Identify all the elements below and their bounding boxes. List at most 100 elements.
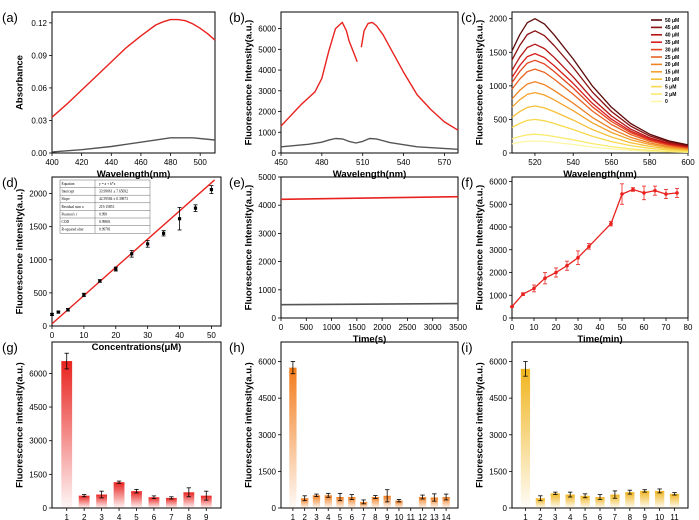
bar (395, 500, 403, 508)
x-tick-label: 30 (574, 323, 583, 332)
data-point (162, 231, 166, 235)
spectrum-line (511, 81, 689, 150)
stats-table-value: 0.99801 (99, 220, 111, 224)
x-tick-label: 7 (169, 513, 174, 520)
x-tick-label: 1 (291, 513, 296, 520)
x-axis-label: Wavelength(nm) (97, 169, 171, 180)
stats-table-value: 0.99781 (99, 228, 111, 232)
panel-label: (g) (2, 340, 18, 355)
x-tick-label: 12 (418, 513, 427, 520)
x-tick-label: 510 (356, 158, 370, 167)
legend-label: 45 μM (665, 25, 679, 31)
spectrum-line (511, 133, 689, 153)
y-tick-label: 1000 (489, 82, 507, 91)
bar (580, 495, 590, 508)
stats-table-key: Pearson's r (62, 212, 78, 216)
x-tick-label: 20 (111, 331, 120, 340)
x-tick-label: 20 (552, 323, 561, 332)
panel-label: (e) (229, 175, 245, 190)
y-tick-label: 3000 (258, 431, 276, 440)
bar (655, 490, 665, 508)
y-tick-label: 2000 (29, 190, 47, 199)
stats-table-key: Equation (62, 182, 75, 186)
legend-label: 10 μM (665, 77, 679, 83)
x-tick-label: 3000 (424, 323, 442, 332)
series-line-gray (51, 137, 216, 153)
x-tick-label: 480 (164, 158, 178, 167)
panel-label: (a) (2, 10, 18, 25)
x-tick-label: 560 (605, 158, 619, 167)
x-tick-label: 2000 (373, 323, 391, 332)
legend-label: 35 μM (665, 40, 679, 46)
x-tick-label: 40 (596, 323, 605, 332)
y-tick-label: 2000 (258, 258, 276, 267)
y-tick-label: 1500 (489, 467, 507, 476)
x-tick-label: 480 (315, 158, 329, 167)
x-tick-label: 4 (568, 513, 573, 520)
bar (183, 492, 195, 508)
spectrum-line (511, 30, 689, 147)
x-tick-label: 10 (79, 331, 88, 340)
data-point (620, 192, 624, 196)
x-tick-label: 9 (204, 513, 209, 520)
legend-label: 2 μM (665, 92, 676, 98)
x-tick-label: 420 (75, 158, 89, 167)
panel-label: (c) (461, 10, 476, 25)
x-tick-label: 8 (628, 513, 633, 520)
x-tick-label: 70 (662, 323, 671, 332)
y-tick-label: 1500 (29, 223, 47, 232)
data-point (653, 188, 657, 193)
x-tick-label: 0 (50, 331, 55, 340)
data-point (587, 244, 591, 249)
stats-table-key: Residual sum o (62, 205, 84, 209)
y-tick-label: 0 (43, 504, 48, 513)
y-tick-label: 500 (494, 115, 508, 124)
y-axis-label: Fluorescence Intensity(a.u.) (244, 20, 255, 146)
y-tick-label: 0.00 (31, 149, 47, 158)
bar (669, 493, 680, 508)
data-point (130, 252, 134, 256)
legend-label: 20 μM (665, 62, 679, 68)
bar (520, 368, 531, 508)
x-tick-label: 10 (530, 323, 539, 332)
x-tick-label: 2 (82, 513, 87, 520)
y-tick-label: 6000 (258, 25, 276, 34)
data-point (664, 192, 668, 196)
y-tick-label: 3000 (29, 437, 47, 446)
y-tick-label: 6000 (29, 369, 47, 378)
bar (610, 494, 620, 508)
legend-label: 5 μM (665, 84, 676, 90)
data-point (631, 187, 635, 192)
x-axis-label: Concentrations(μM) (92, 342, 182, 353)
y-tick-label: 3000 (258, 87, 276, 96)
y-tick-label: 2000 (489, 15, 507, 24)
plot-frame (511, 341, 689, 509)
y-tick-label: 1000 (258, 286, 276, 295)
spectrum-line (511, 43, 689, 148)
bar (348, 497, 356, 508)
x-tick-label: 6 (598, 513, 603, 520)
y-tick-label: 3000 (489, 431, 507, 440)
x-tick-label: 1 (64, 513, 69, 520)
plot-frame (51, 11, 216, 154)
y-tick-label: 500 (34, 289, 48, 298)
data-point (642, 191, 646, 195)
data-point (675, 191, 679, 195)
data-point (98, 279, 102, 283)
y-tick-label: 3000 (258, 229, 276, 238)
spectrum-line (511, 52, 689, 148)
x-tick-label: 14 (442, 513, 451, 520)
plot-frame (511, 176, 689, 319)
spectrum-line (511, 68, 689, 149)
bar (78, 495, 90, 508)
y-tick-label: 0 (503, 149, 508, 158)
bar (550, 493, 560, 508)
stats-table-key: Intercept (62, 190, 75, 194)
x-tick-label: 5 (134, 513, 139, 520)
plot-frame (280, 11, 459, 154)
series-line-red-right (360, 21, 459, 131)
data-point (565, 263, 569, 268)
data-point (114, 267, 118, 271)
